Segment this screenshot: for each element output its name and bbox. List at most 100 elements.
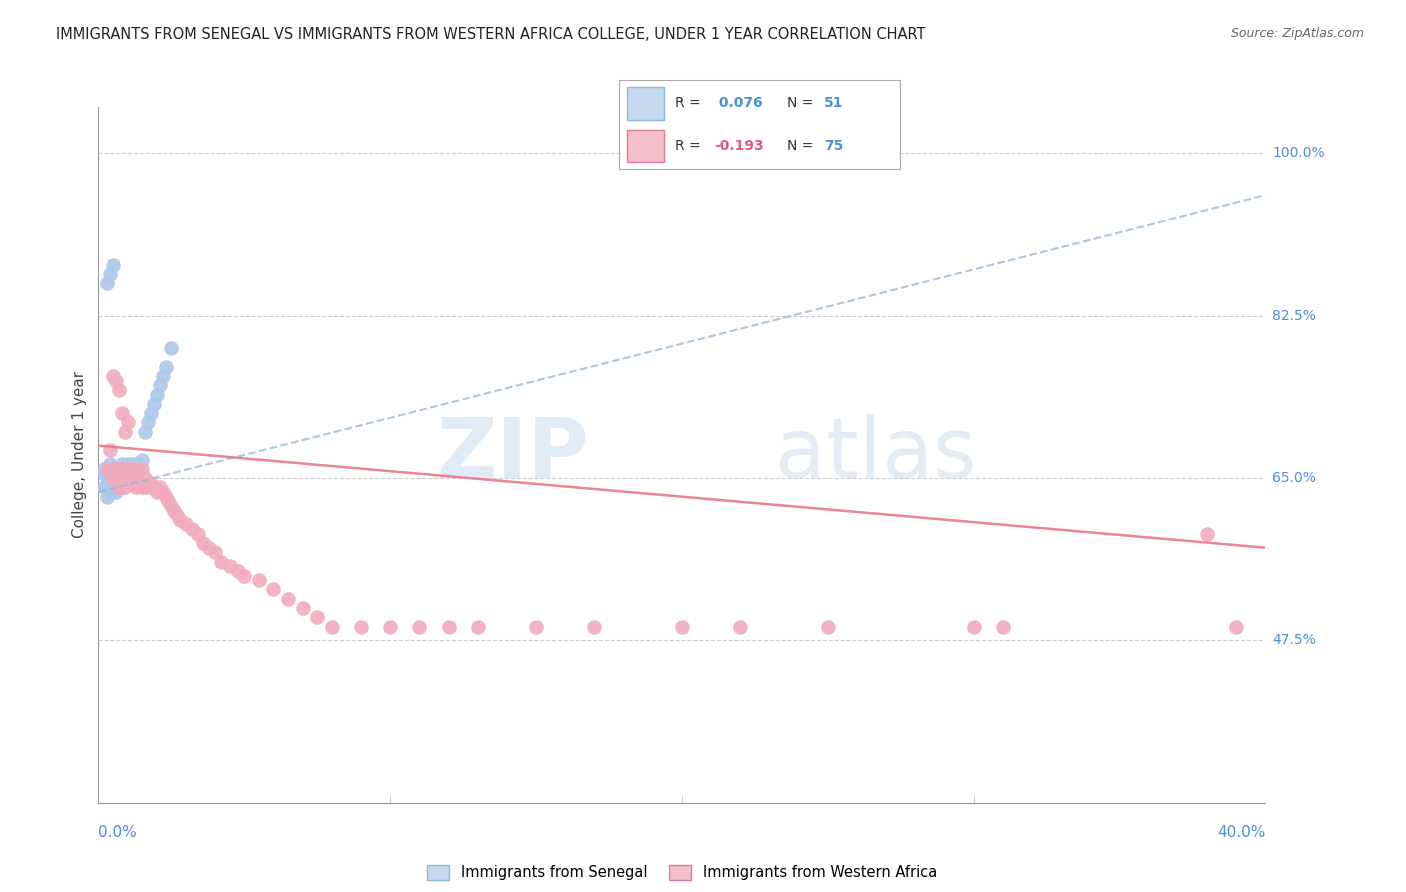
Point — [108, 480, 131, 494]
Point — [96, 462, 118, 476]
Point — [117, 471, 139, 485]
Point — [98, 471, 121, 485]
Point — [152, 369, 174, 384]
Point — [146, 485, 169, 500]
Point — [101, 369, 124, 384]
Point — [218, 559, 240, 574]
Point — [160, 341, 183, 355]
Text: ZIP: ZIP — [436, 415, 589, 495]
Point — [193, 536, 215, 550]
Point — [120, 467, 142, 481]
Point — [108, 471, 131, 485]
Point — [104, 480, 127, 494]
Point — [111, 475, 134, 490]
Point — [111, 462, 134, 476]
Point — [233, 568, 256, 582]
Point — [350, 619, 373, 633]
Point — [277, 591, 299, 606]
Point — [101, 462, 124, 476]
Point — [136, 480, 159, 494]
Text: atlas: atlas — [775, 415, 977, 495]
Point — [108, 383, 131, 397]
Point — [187, 526, 209, 541]
Point — [111, 457, 134, 471]
Point — [131, 462, 153, 476]
Point — [142, 480, 165, 494]
Point — [111, 467, 134, 481]
Text: Source: ZipAtlas.com: Source: ZipAtlas.com — [1230, 27, 1364, 40]
Point — [134, 425, 156, 439]
Point — [104, 475, 127, 490]
Point — [671, 619, 693, 633]
Point — [131, 480, 153, 494]
Point — [378, 619, 402, 633]
Point — [101, 471, 124, 485]
Point — [114, 475, 136, 490]
Point — [467, 619, 489, 633]
Point — [228, 564, 250, 578]
Point — [101, 471, 124, 485]
Point — [583, 619, 606, 633]
Point — [108, 480, 131, 494]
Point — [98, 475, 121, 490]
Point — [155, 490, 177, 504]
Point — [114, 462, 136, 476]
Point — [139, 406, 162, 420]
Point — [96, 480, 118, 494]
Point — [98, 443, 121, 458]
Legend: Immigrants from Senegal, Immigrants from Western Africa: Immigrants from Senegal, Immigrants from… — [422, 859, 942, 886]
Point — [152, 485, 174, 500]
Point — [98, 457, 121, 471]
Point — [291, 601, 314, 615]
Point — [108, 475, 131, 490]
Point — [131, 452, 153, 467]
Point — [111, 480, 134, 494]
Point — [125, 480, 148, 494]
Text: R =: R = — [675, 96, 704, 111]
Point — [93, 462, 115, 476]
Point — [166, 508, 188, 523]
Point — [111, 467, 134, 481]
Point — [155, 359, 177, 374]
Point — [93, 467, 115, 481]
Point — [125, 462, 148, 476]
Point — [160, 499, 183, 513]
Point — [96, 462, 118, 476]
Point — [117, 471, 139, 485]
Point — [728, 619, 751, 633]
Text: N =: N = — [787, 139, 818, 153]
Point — [169, 513, 191, 527]
Point — [101, 258, 124, 272]
Point — [104, 374, 127, 388]
Text: 40.0%: 40.0% — [1218, 825, 1265, 840]
Point — [1195, 526, 1218, 541]
Point — [437, 619, 460, 633]
Text: -0.193: -0.193 — [714, 139, 763, 153]
Point — [117, 457, 139, 471]
Text: 65.0%: 65.0% — [1272, 471, 1316, 485]
Point — [307, 610, 329, 624]
Point — [209, 555, 232, 569]
Point — [163, 503, 186, 517]
Point — [408, 619, 430, 633]
Point — [149, 378, 172, 392]
Point — [198, 541, 221, 555]
Text: 75: 75 — [824, 139, 844, 153]
Text: IMMIGRANTS FROM SENEGAL VS IMMIGRANTS FROM WESTERN AFRICA COLLEGE, UNDER 1 YEAR : IMMIGRANTS FROM SENEGAL VS IMMIGRANTS FR… — [56, 27, 925, 42]
Point — [111, 471, 134, 485]
Point — [142, 397, 165, 411]
Point — [157, 494, 180, 508]
Text: 51: 51 — [824, 96, 844, 111]
Text: 0.0%: 0.0% — [98, 825, 138, 840]
Point — [962, 619, 984, 633]
Point — [96, 490, 118, 504]
Point — [101, 467, 124, 481]
Point — [262, 582, 284, 597]
Point — [247, 573, 270, 587]
Point — [128, 475, 150, 490]
Point — [117, 467, 139, 481]
Bar — [627, 130, 664, 162]
Point — [117, 416, 139, 430]
Point — [98, 267, 121, 281]
Point — [180, 522, 202, 536]
